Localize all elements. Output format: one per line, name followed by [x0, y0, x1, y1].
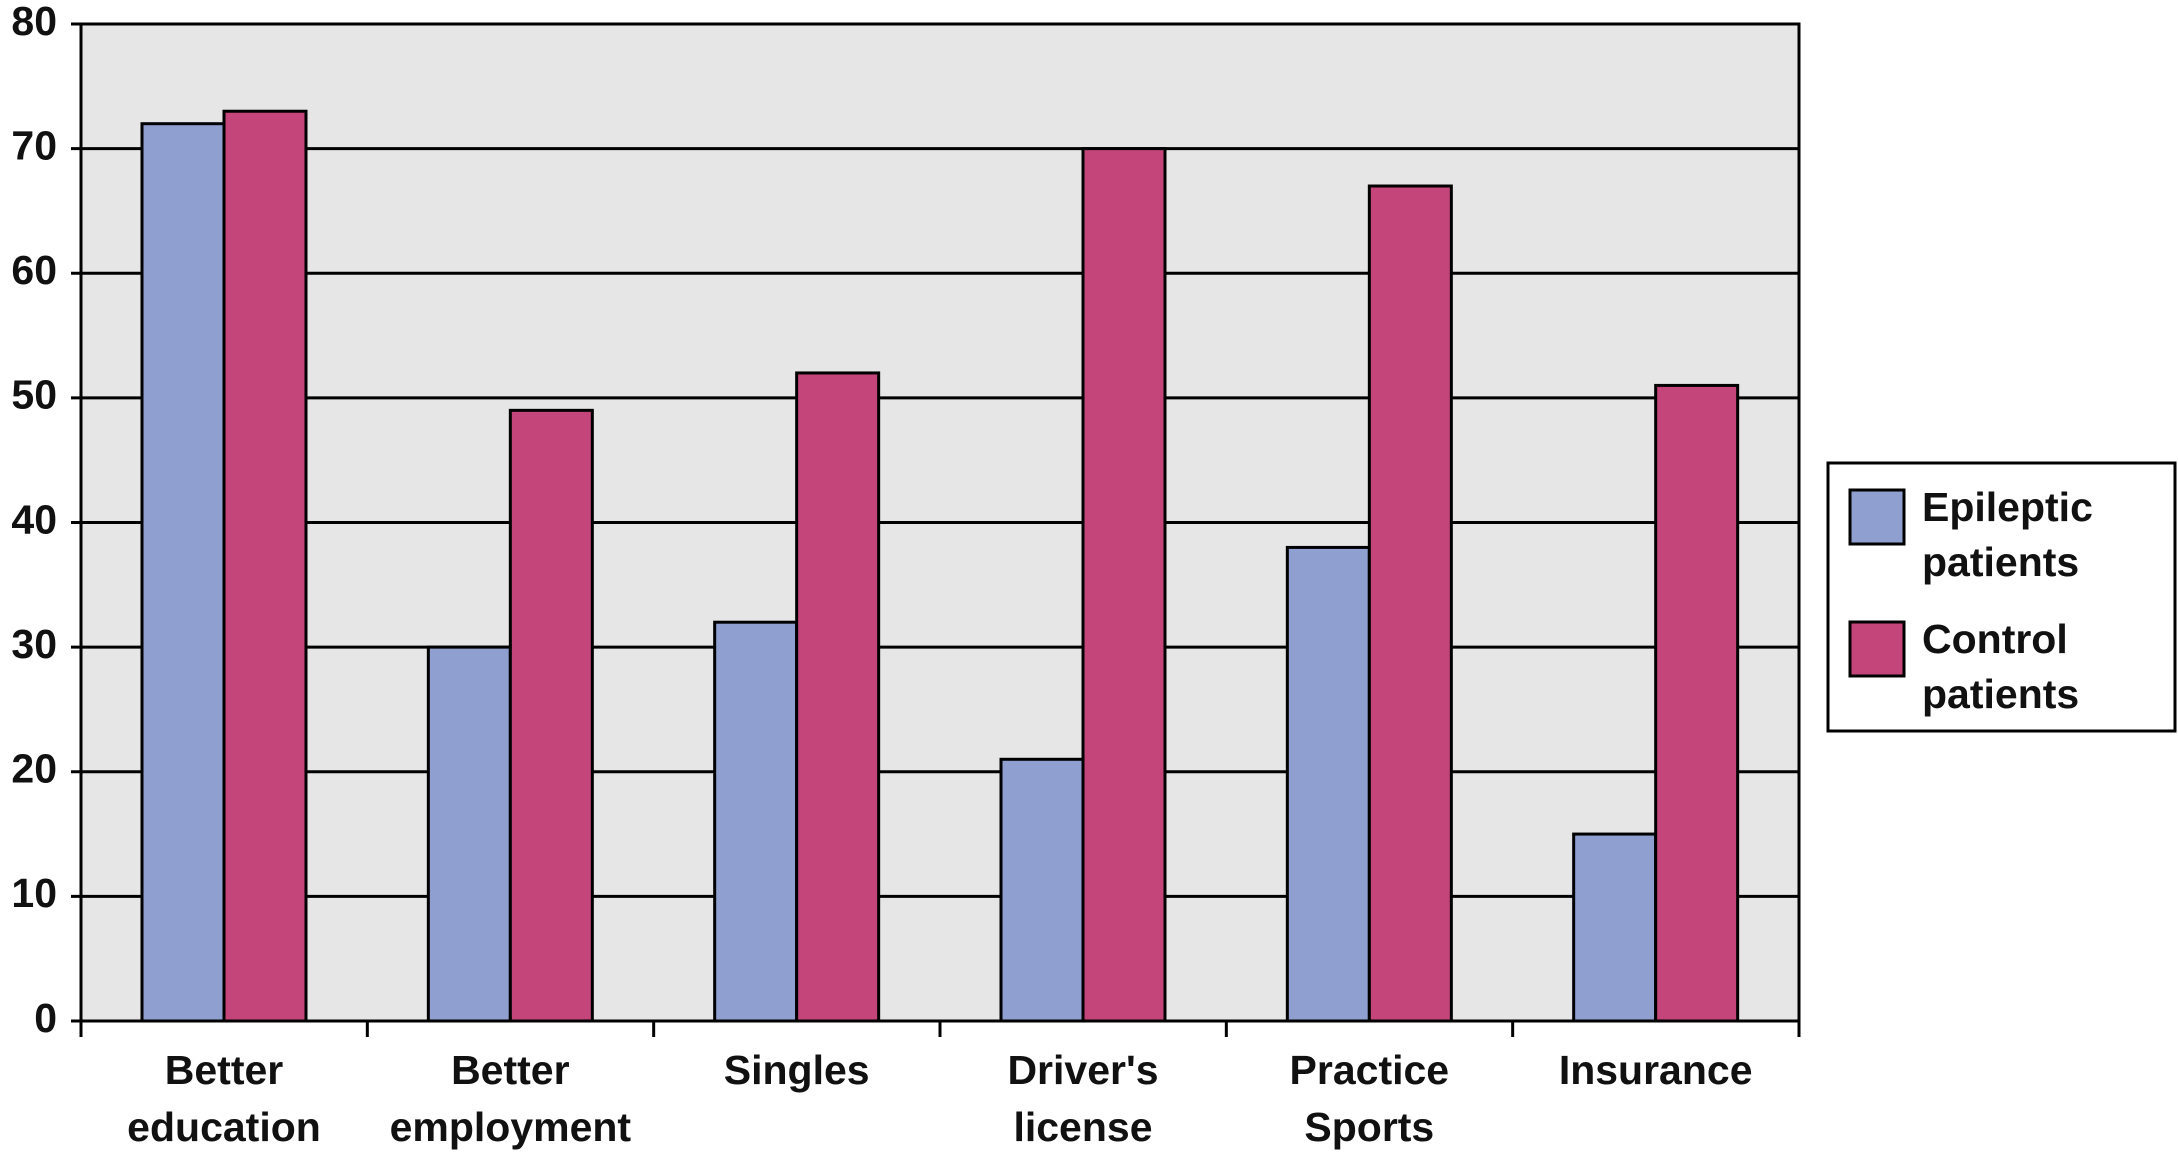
- bar: [140, 122, 226, 1023]
- legend-swatch: [1848, 488, 1906, 546]
- x-tick-label: Singles: [724, 1047, 870, 1093]
- y-tick-label: 40: [11, 496, 57, 542]
- y-tick-label: 60: [11, 247, 57, 293]
- y-tick-label: 10: [11, 870, 57, 916]
- bar: [222, 109, 308, 1023]
- y-tick-label: 80: [11, 0, 57, 44]
- y-tick-label: 0: [34, 995, 57, 1041]
- plot-frame: [79, 22, 1801, 1023]
- bar: [1367, 184, 1453, 1023]
- legend-swatch: [1848, 620, 1906, 678]
- bar: [1285, 545, 1371, 1023]
- bar: [508, 408, 594, 1023]
- bar: [999, 757, 1085, 1023]
- y-tick-label: 50: [11, 372, 57, 418]
- x-tick-label: Insurance: [1559, 1047, 1753, 1093]
- x-tick-label: Practice Sports: [1290, 1047, 1450, 1150]
- y-tick-label: 70: [11, 122, 57, 168]
- bar: [1654, 383, 1740, 1023]
- bar: [426, 645, 512, 1023]
- bar: [795, 371, 881, 1023]
- x-tick-label: Driver's license: [1007, 1047, 1158, 1150]
- y-tick-label: 20: [11, 746, 57, 792]
- bar: [1081, 147, 1167, 1023]
- x-tick-label: Better employment: [390, 1047, 632, 1150]
- y-tick-label: 30: [11, 621, 57, 667]
- x-tick-label: Better education: [127, 1047, 321, 1150]
- bar: [713, 620, 799, 1023]
- bar: [1572, 832, 1658, 1023]
- legend: Epileptic patients Control patients: [1826, 461, 2177, 733]
- legend-label: Epileptic patients: [1922, 484, 2093, 585]
- legend-label: Control patients: [1922, 616, 2079, 717]
